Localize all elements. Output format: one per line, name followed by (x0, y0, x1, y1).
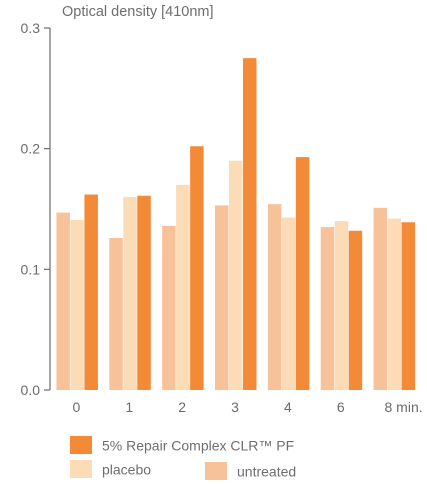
x-tick-label: 3 (231, 399, 239, 415)
bar-5-repair-complex-clr-pf-3 (243, 58, 257, 391)
bar-placebo-0 (70, 219, 84, 390)
bar-untreated-6 (373, 207, 388, 390)
bar-untreated-0 (56, 212, 70, 390)
legend-label-placebo: placebo (102, 461, 152, 478)
legend-label-untreated: untreated (237, 463, 297, 480)
x-tick-label: 8 min. (385, 399, 423, 415)
bar-5-repair-complex-clr-pf-2 (190, 146, 204, 390)
y-tick-label: 0.1 (21, 261, 41, 277)
x-tick-labels: 0 1 2 3 4 6 8 min. (73, 399, 423, 415)
x-tick-label: 2 (178, 399, 186, 415)
bar-placebo-2 (176, 184, 190, 390)
legend-item-untreated: untreated (205, 462, 297, 481)
bar-5-repair-complex-clr-pf-1 (137, 195, 151, 390)
bar-untreated-4 (267, 204, 282, 390)
legend-label-repair-complex: 5% Repair Complex CLR™ PF (102, 437, 295, 454)
bar-chart: 0 1 2 3 4 6 8 min. 0.0 0.1 0.2 0.3 (21, 20, 423, 415)
bars (56, 58, 416, 391)
bar-placebo-5 (334, 221, 349, 390)
axes (44, 27, 51, 391)
x-tick-label: 6 (337, 399, 345, 415)
legend-item-placebo: placebo (70, 460, 152, 479)
bar-placebo-1 (123, 196, 137, 390)
bar-untreated-3 (215, 205, 229, 390)
bar-5-repair-complex-clr-pf-0 (84, 194, 98, 390)
bar-5-repair-complex-clr-pf-4 (295, 157, 310, 390)
y-tick-label: 0.0 (21, 382, 41, 398)
bar-5-repair-complex-clr-pf-6 (401, 222, 416, 390)
x-tick-label: 0 (73, 399, 81, 415)
bar-untreated-1 (109, 237, 123, 390)
legend-swatch-untreated (205, 462, 227, 481)
bar-untreated-2 (162, 225, 176, 390)
y-tick-label: 0.3 (21, 20, 41, 36)
y-axis-title: Optical density [410nm] (62, 4, 214, 20)
bar-placebo-4 (281, 217, 296, 390)
y-tick-labels: 0.0 0.1 0.2 0.3 (21, 20, 41, 398)
y-tick-label: 0.2 (21, 141, 41, 157)
bar-placebo-3 (229, 160, 243, 390)
bar-5-repair-complex-clr-pf-5 (348, 230, 363, 390)
x-tick-label: 1 (125, 399, 133, 415)
legend-item-repair-complex: 5% Repair Complex CLR™ PF (70, 436, 295, 455)
legend-swatch-repair-complex (70, 436, 92, 455)
legend-swatch-placebo (70, 460, 92, 479)
bar-placebo-6 (387, 218, 402, 390)
bar-untreated-5 (320, 227, 335, 390)
x-tick-label: 4 (284, 399, 292, 415)
